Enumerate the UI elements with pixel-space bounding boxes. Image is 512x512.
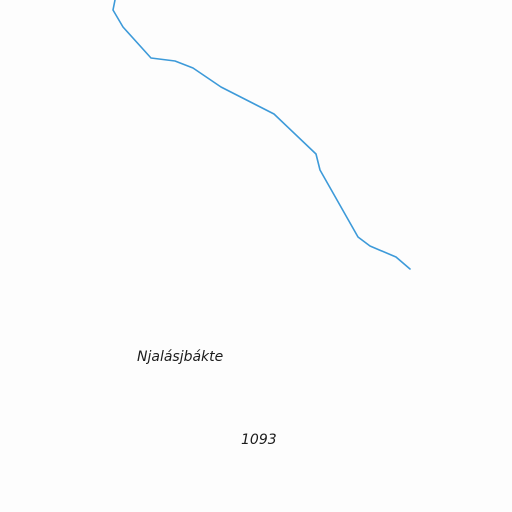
stream-line — [112, 0, 411, 270]
place-name-label: Njalásjbákte — [137, 349, 224, 365]
elevation-label: 1093 — [241, 432, 277, 448]
